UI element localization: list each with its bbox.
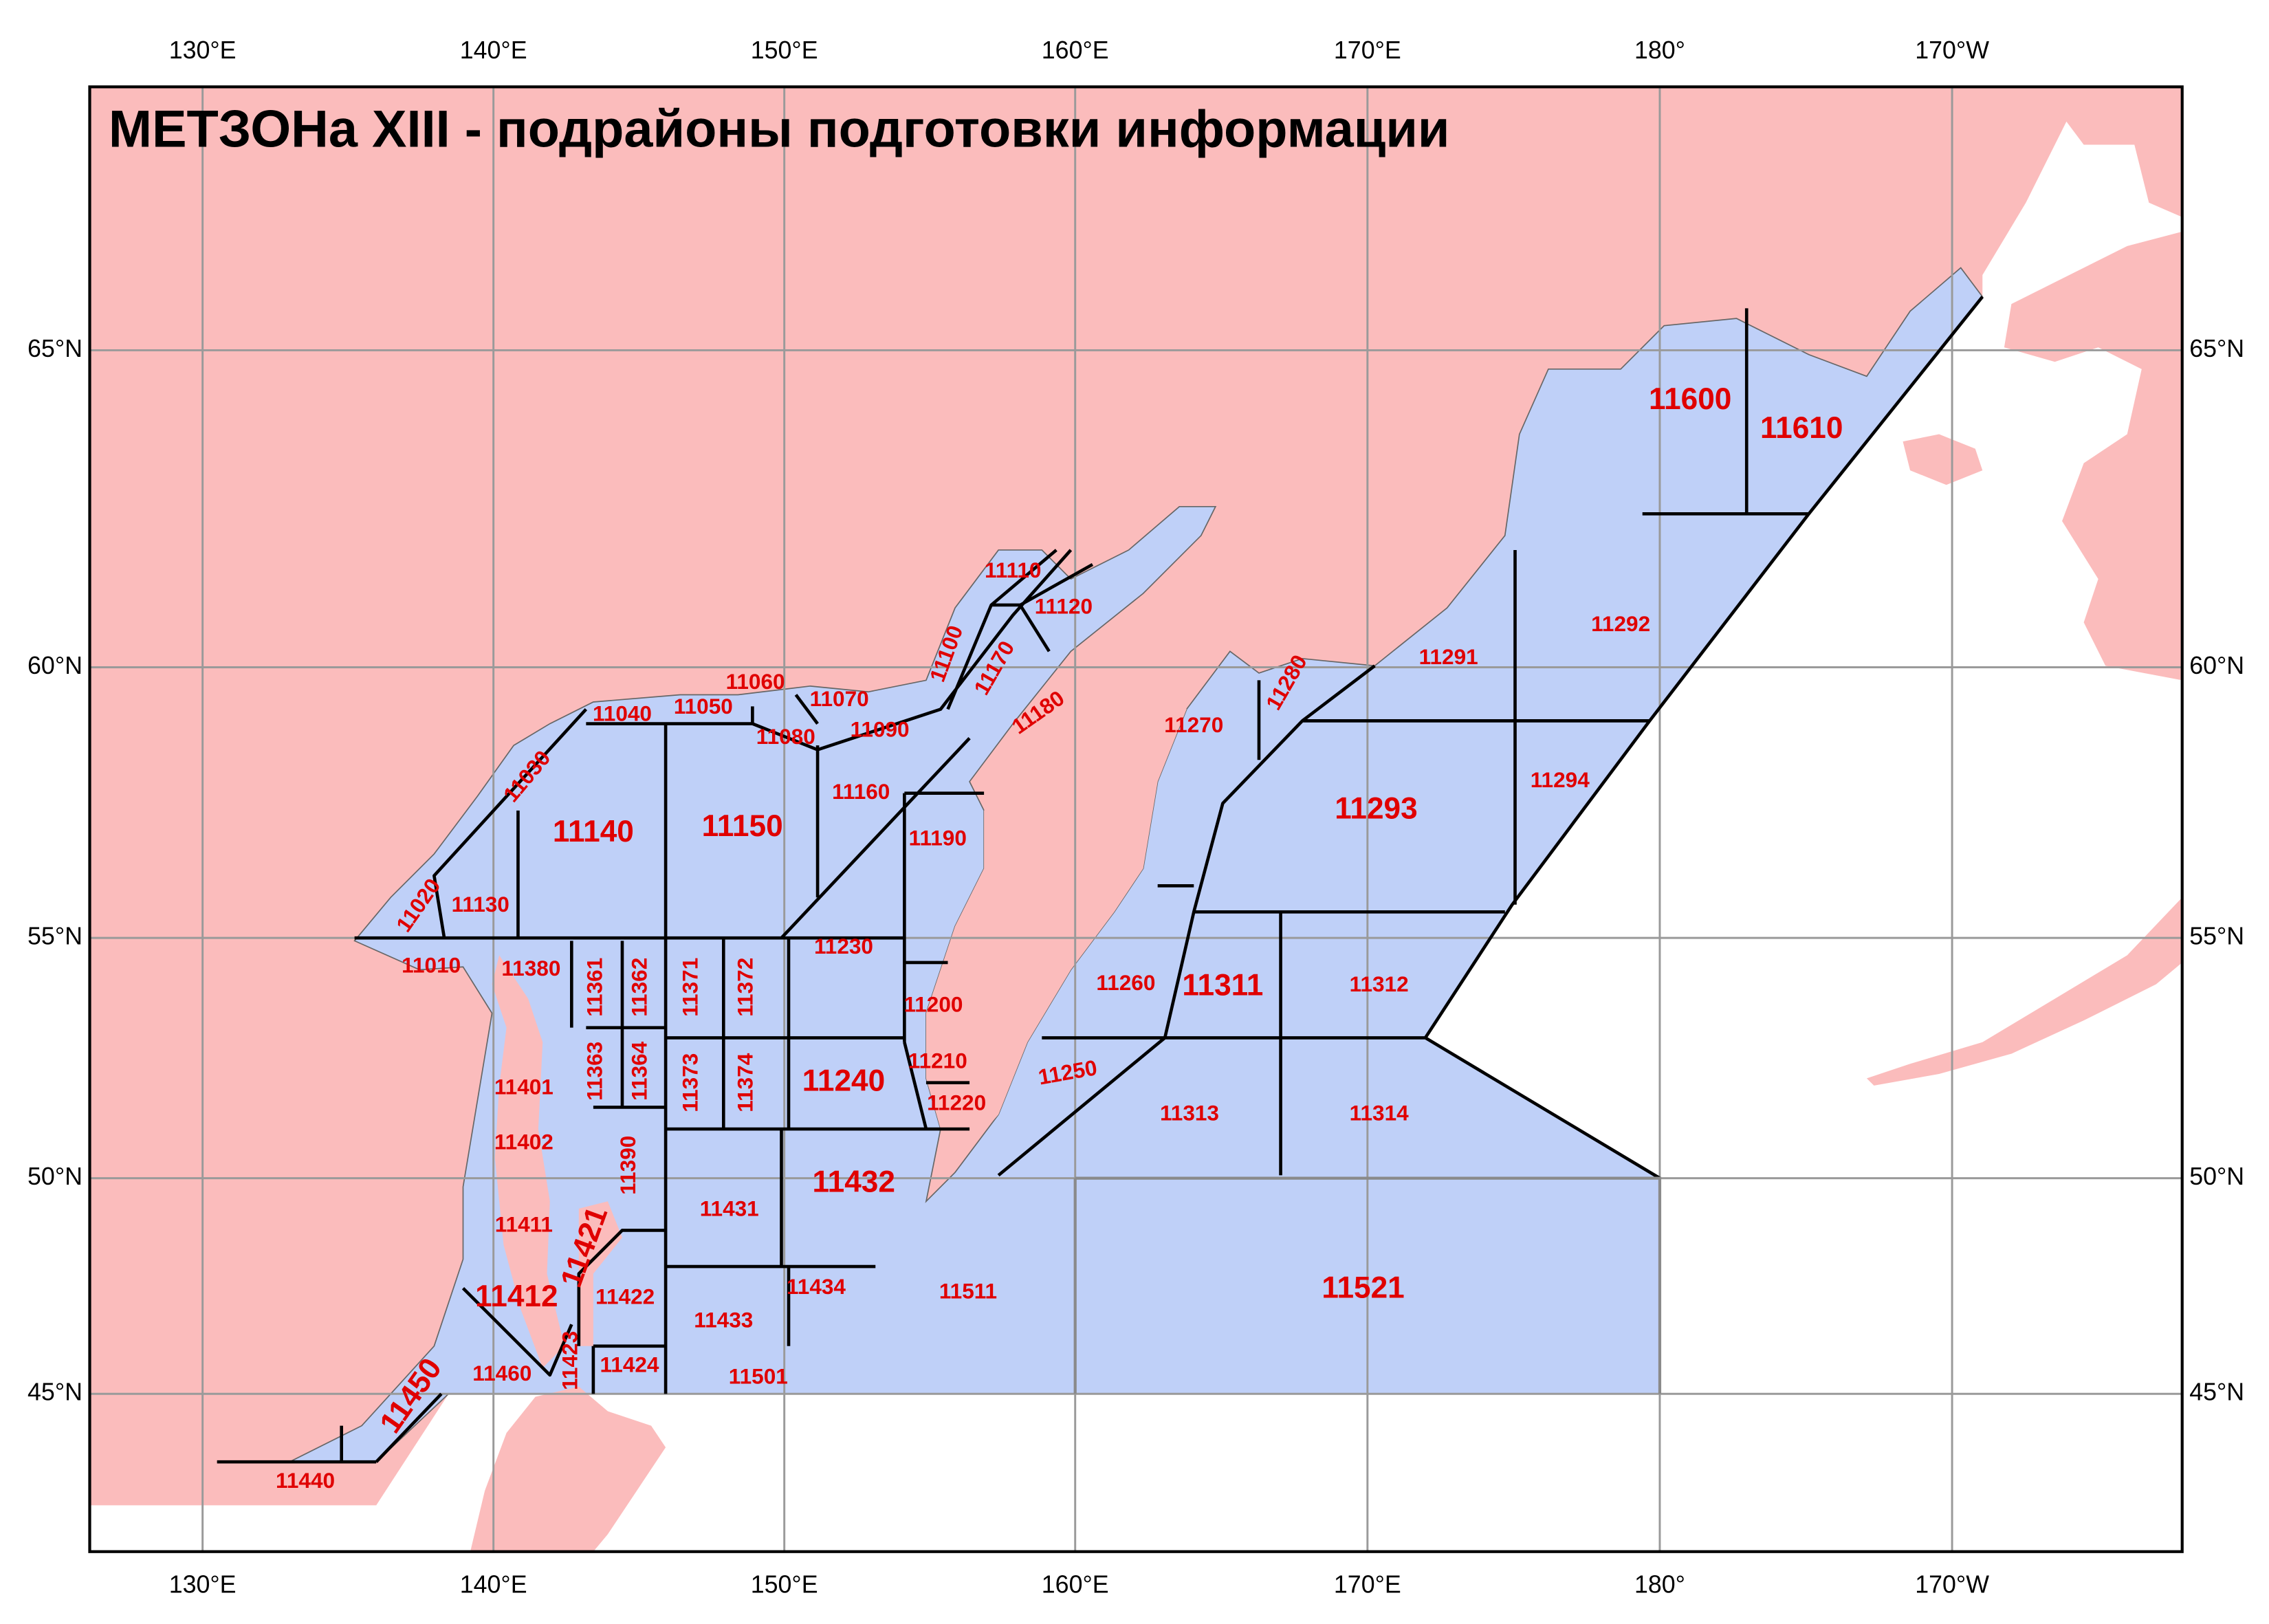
zone-label: 11423: [558, 1331, 582, 1390]
map-body: [89, 87, 2182, 1552]
zone-label: 11293: [1335, 792, 1417, 826]
zone-label: 11150: [702, 809, 783, 843]
latitude-label: 55°N: [2189, 923, 2244, 950]
zone-label: 11210: [908, 1049, 967, 1073]
sakhalin: [492, 955, 564, 1368]
zone-label: 11600: [1649, 382, 1731, 416]
zone-label: 11501: [729, 1363, 788, 1388]
zone-label: 11060: [726, 669, 785, 694]
latitude-label: 50°N: [2189, 1163, 2244, 1190]
longitude-label: 170°W: [1915, 1571, 1989, 1599]
zone-label: 11190: [909, 825, 967, 850]
zone-label: 11372: [732, 958, 757, 1017]
longitude-label: 170°W: [1915, 36, 1989, 64]
zone-label: 11080: [756, 724, 815, 749]
longitude-label: 170°E: [1334, 1571, 1401, 1599]
zone-label: 11431: [700, 1196, 759, 1220]
alaska-west: [2004, 231, 2182, 681]
zone-label: 11374: [732, 1053, 757, 1112]
zone-label: 11402: [494, 1129, 553, 1154]
zone-label: 11390: [615, 1136, 640, 1195]
zone-label: 11434: [787, 1274, 846, 1299]
zone-label: 11364: [627, 1041, 652, 1100]
longitude-label: 130°E: [169, 1571, 237, 1599]
zone-label: 11610: [1760, 411, 1843, 445]
latitude-label: 55°N: [28, 923, 83, 950]
longitude-label: 160°E: [1042, 1571, 1109, 1599]
zone-label: 11411: [495, 1211, 553, 1236]
st-lawrence-island: [1903, 434, 1983, 485]
latitude-label: 60°N: [2189, 652, 2244, 679]
zone-label: 11412: [475, 1280, 558, 1313]
longitude-label: 170°E: [1334, 36, 1401, 64]
zone-label: 11090: [851, 716, 910, 741]
zone-label: 11240: [802, 1064, 885, 1097]
zone-label: 11314: [1350, 1100, 1409, 1125]
zone-label: 11050: [674, 694, 733, 718]
aleutians: [1866, 897, 2182, 1086]
zone-label: 11422: [595, 1284, 655, 1309]
zone-label: 11363: [582, 1042, 606, 1101]
zone-label: 11371: [677, 958, 702, 1017]
zone-label: 11380: [501, 956, 560, 980]
longitude-label: 150°E: [751, 1571, 818, 1599]
zone-label: 11361: [582, 958, 606, 1017]
map-frame: [88, 85, 2184, 1553]
longitude-label: 180°: [1634, 1571, 1685, 1599]
zone-label: 11160: [832, 779, 890, 804]
map-title: МЕТЗОНа XIII - подрайоны подготовки инфо…: [109, 100, 1450, 159]
zone-label: 11291: [1419, 644, 1478, 669]
longitude-label: 160°E: [1042, 36, 1109, 64]
latitude-label: 60°N: [28, 652, 83, 679]
longitude-label: 140°E: [460, 36, 527, 64]
longitude-label: 140°E: [460, 1571, 527, 1599]
longitude-label: 180°: [1634, 36, 1685, 64]
zone-label: 11292: [1591, 611, 1650, 636]
zone-label: 11270: [1164, 712, 1223, 737]
zone-label: 11521: [1322, 1271, 1404, 1304]
longitude-label: 150°E: [751, 36, 818, 64]
zone-label: 11040: [593, 701, 652, 725]
zone-label: 11440: [276, 1468, 335, 1493]
axis-labels: 130°E 140°E 150°E 160°E 170°E 180° 170°W 130°E 1…: [28, 36, 2244, 1598]
zone-label: 11294: [1531, 767, 1590, 792]
zone-label: 11260: [1096, 970, 1155, 995]
zone-label: 11120: [1035, 594, 1093, 619]
zone-label: 11511: [939, 1278, 997, 1303]
zone-label: 11311: [1182, 968, 1263, 1002]
zone-label: 11401: [494, 1074, 553, 1099]
ocean: [89, 87, 2182, 1552]
zone-boundaries: [217, 296, 1984, 1464]
latitude-label: 65°N: [28, 335, 83, 362]
boundary-lines-gray: [1073, 1176, 1662, 1394]
hokkaido: [470, 1386, 666, 1552]
kuril-band: [578, 1201, 622, 1346]
zone-label: 11313: [1160, 1100, 1219, 1125]
zone-label: 11130: [452, 892, 509, 917]
latitude-label: 65°N: [2189, 335, 2244, 362]
alaska: [2062, 87, 2182, 217]
zone-label: 11424: [600, 1352, 659, 1377]
zone-label: 11460: [472, 1361, 531, 1385]
latitude-label: 50°N: [28, 1163, 83, 1190]
zone-label: 11010: [402, 953, 461, 978]
zone-label: 11373: [677, 1053, 702, 1112]
zone-label: 11312: [1350, 972, 1409, 996]
zone-label: 11110: [985, 558, 1042, 582]
zone-label: 11362: [627, 958, 652, 1017]
latitude-label: 45°N: [28, 1379, 83, 1406]
longitude-label: 130°E: [169, 36, 237, 64]
zone-label: 11230: [814, 934, 873, 958]
boundary-lines: [217, 296, 1984, 1464]
zone-label: 11070: [810, 686, 869, 711]
latitude-label: 45°N: [2189, 1379, 2244, 1406]
zone-label: 11433: [694, 1307, 753, 1332]
zone-label: 11432: [812, 1165, 895, 1199]
zone-label: 11220: [927, 1090, 986, 1115]
zone-label: 11200: [903, 991, 963, 1016]
zone-label: 11140: [553, 815, 634, 848]
